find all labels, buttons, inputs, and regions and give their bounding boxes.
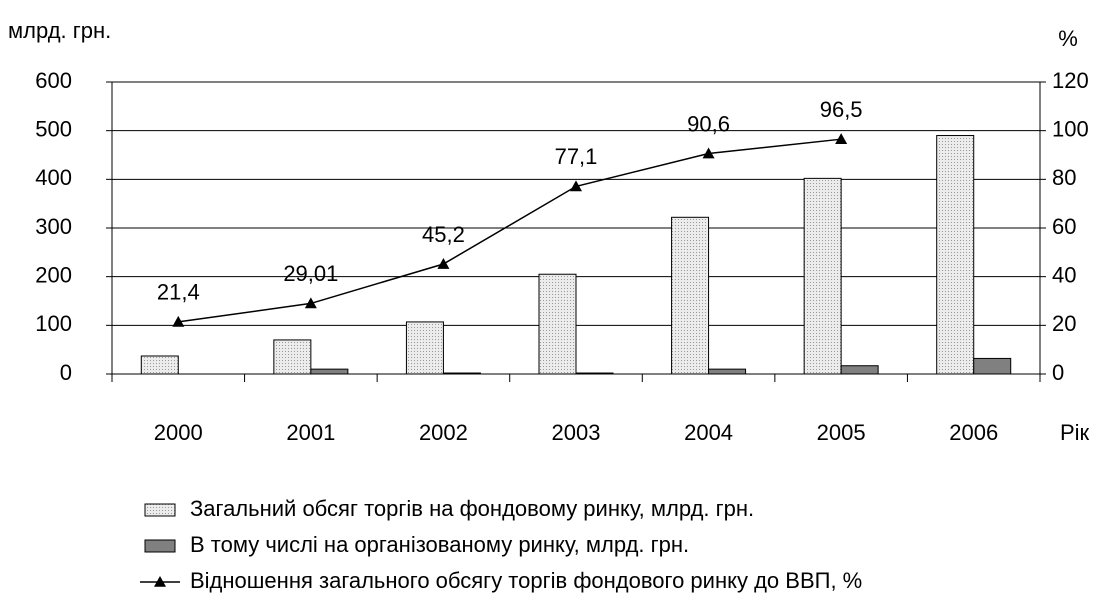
x-tick-label: 2003	[552, 420, 601, 445]
legend-label: Відношення загального обсягу торгів фонд…	[190, 568, 862, 593]
bar	[840, 365, 879, 375]
bar	[575, 372, 614, 375]
y2-tick-label: 60	[1052, 214, 1076, 239]
x-tick-label: 2004	[684, 420, 733, 445]
y-tick-label: 0	[60, 360, 72, 385]
legend-swatch	[144, 539, 176, 553]
y-tick-label: 300	[35, 214, 72, 239]
x-tick-label: 2001	[286, 420, 335, 445]
legend-marker	[154, 576, 166, 587]
y-tick-label: 200	[35, 262, 72, 287]
y2-tick-label: 40	[1052, 262, 1076, 287]
y2-tick-label: 80	[1052, 165, 1076, 190]
x-tick-label: 2005	[817, 420, 866, 445]
y2-tick-label: 20	[1052, 311, 1076, 336]
bar	[671, 216, 710, 375]
data-label: 90,6	[687, 111, 730, 136]
data-label: 96,5	[820, 97, 863, 122]
legend-label: Загальний обсяг торгів на фондовому ринк…	[190, 496, 754, 521]
marker	[570, 180, 582, 192]
data-label: 29,01	[283, 261, 338, 286]
y-tick-label: 400	[35, 165, 72, 190]
data-label: 45,2	[422, 222, 465, 247]
bar	[273, 339, 312, 375]
bar	[936, 135, 975, 375]
y-tick-label: 100	[35, 311, 72, 336]
marker	[437, 258, 450, 269]
marker	[304, 297, 317, 309]
bar	[140, 355, 179, 375]
marker	[172, 315, 185, 327]
y2-tick-label: 120	[1052, 68, 1089, 93]
bar	[973, 357, 1012, 375]
bar	[442, 372, 481, 375]
bar	[405, 321, 444, 375]
y-tick-label: 600	[35, 68, 72, 93]
y2-tick-label: 0	[1052, 360, 1064, 385]
x-tick-label: 2002	[419, 420, 468, 445]
bar	[538, 273, 577, 375]
x-tick-label: 2006	[949, 420, 998, 445]
marker	[702, 147, 715, 159]
bar	[803, 177, 842, 375]
y-axis-label: млрд. грн.	[8, 18, 111, 43]
legend-label: В тому числі на організованому ринку, мл…	[190, 532, 689, 557]
legend-swatch	[144, 503, 176, 517]
y2-axis-label: %	[1058, 26, 1078, 51]
x-tick-label: 2000	[154, 420, 203, 445]
bar	[310, 368, 349, 375]
marker	[835, 133, 848, 144]
y-tick-label: 500	[35, 116, 72, 141]
bar	[708, 368, 747, 375]
data-label: 21,4	[157, 280, 200, 305]
data-label: 77,1	[555, 144, 598, 169]
x-axis-label: Рік	[1060, 420, 1090, 445]
y2-tick-label: 100	[1052, 116, 1089, 141]
line	[178, 138, 842, 323]
